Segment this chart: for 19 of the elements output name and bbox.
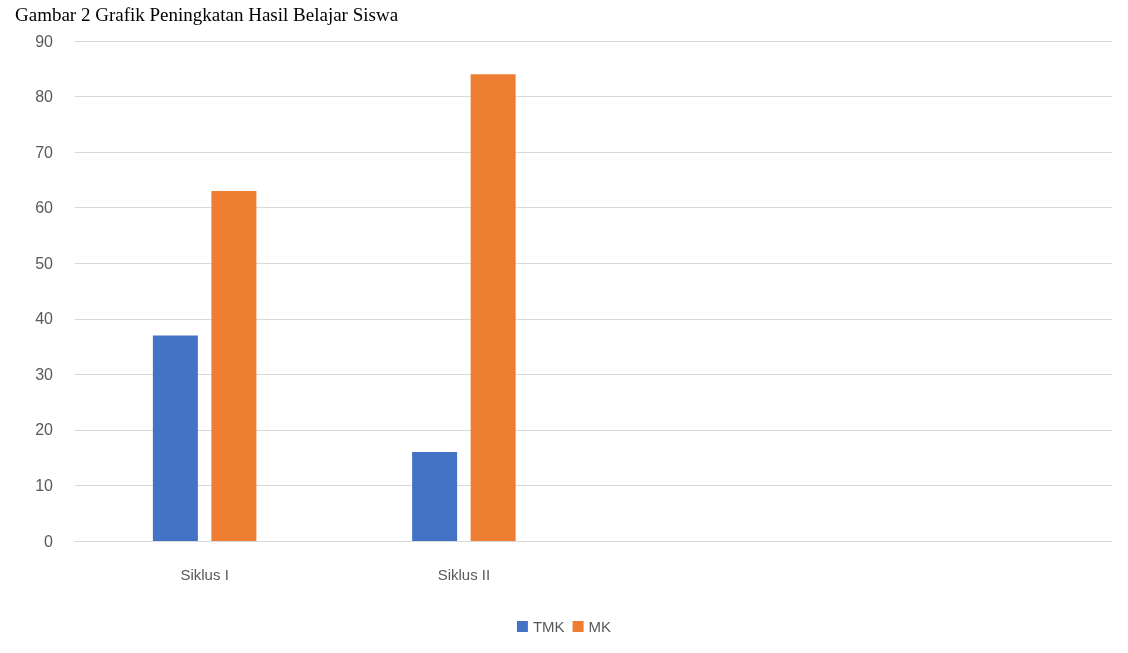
y-tick-label: 30 xyxy=(35,365,54,383)
chart-title: Gambar 2 Grafik Peningkatan Hasil Belajar Siswa xyxy=(15,4,399,25)
y-tick-label: 10 xyxy=(35,476,54,494)
x-tick-label: Siklus I xyxy=(180,566,229,583)
bar xyxy=(470,74,516,541)
y-tick-label: 0 xyxy=(44,532,54,550)
y-tick-label: 20 xyxy=(35,421,54,439)
y-tick-label: 70 xyxy=(35,143,54,161)
bar xyxy=(412,452,458,541)
y-tick-label: 60 xyxy=(35,199,54,217)
y-tick-label: 50 xyxy=(35,254,54,272)
legend-label: TMK xyxy=(532,618,565,635)
bar xyxy=(152,335,198,541)
y-tick-label: 80 xyxy=(35,88,54,106)
x-tick-label: Siklus II xyxy=(437,566,491,583)
legend-label: MK xyxy=(588,618,612,635)
y-tick-label: 40 xyxy=(35,310,54,328)
bar xyxy=(211,191,257,541)
y-tick-label: 90 xyxy=(35,32,54,50)
